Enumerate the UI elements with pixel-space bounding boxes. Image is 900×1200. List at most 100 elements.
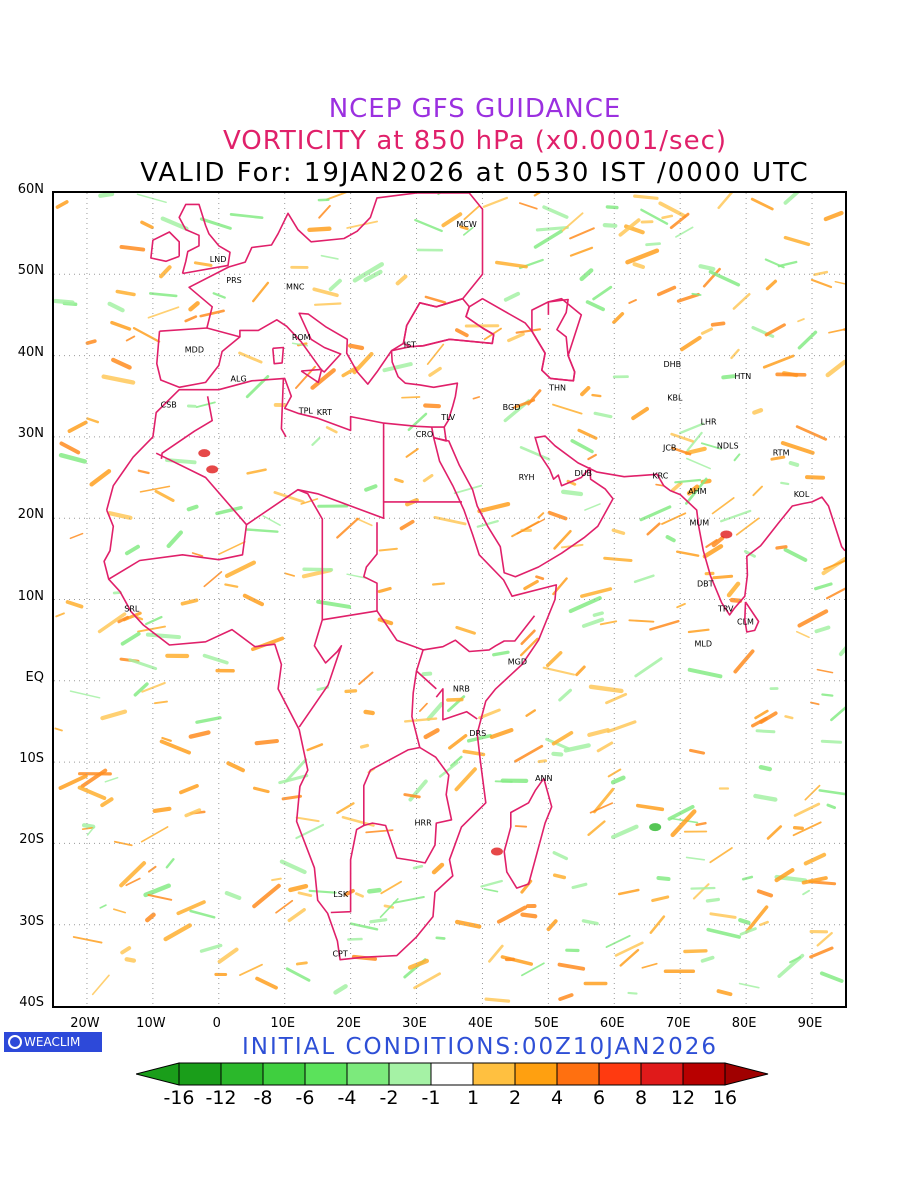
- legend-tick-label: -16: [163, 1087, 195, 1109]
- vorticity-streak: [619, 948, 640, 967]
- lon-label: 10E: [270, 1016, 296, 1031]
- vorticity-streak: [592, 787, 615, 814]
- legend-tick-label: 8: [634, 1087, 648, 1109]
- vorticity-streak: [336, 802, 355, 815]
- border-line: [297, 488, 536, 653]
- vorticity-streak: [706, 927, 742, 939]
- vorticity-streak: [72, 936, 103, 944]
- vorticity-streak: [218, 541, 246, 555]
- vorticity-streak: [85, 339, 97, 345]
- city-label: MUM: [689, 519, 709, 528]
- border-line: [156, 327, 241, 389]
- vorticity-streak: [610, 775, 626, 785]
- vorticity-streak: [568, 596, 602, 614]
- legend-tick-label: -6: [295, 1087, 315, 1109]
- vorticity-streak: [377, 586, 392, 594]
- vorticity-streak: [165, 858, 175, 869]
- vorticity-streak: [262, 515, 281, 526]
- lat-label: 10S: [19, 751, 44, 767]
- city-label: NRB: [453, 684, 470, 693]
- legend-swatch: [388, 1062, 432, 1086]
- vorticity-streak: [520, 912, 538, 919]
- vorticity-streak: [605, 934, 631, 948]
- border-line: [391, 297, 583, 382]
- vorticity-streak: [435, 936, 446, 940]
- vorticity-streak: [676, 292, 700, 303]
- vorticity-streak: [111, 357, 132, 370]
- vorticity-streak: [287, 908, 306, 923]
- vorticity-streak: [519, 446, 551, 461]
- vorticity-streak: [462, 749, 486, 757]
- vorticity-streak: [422, 474, 434, 483]
- vorticity-streak: [810, 701, 820, 706]
- vorticity-streak: [395, 274, 408, 286]
- vorticity-streak: [670, 481, 683, 493]
- vorticity-streak: [453, 484, 483, 495]
- title-line-2: VORTICITY at 850 hPa (x0.0001/sec): [222, 126, 728, 156]
- vorticity-streak: [67, 420, 88, 434]
- vorticity-streak: [369, 918, 388, 924]
- vorticity-streak: [579, 268, 594, 282]
- vorticity-streak: [513, 398, 536, 409]
- legend-tick-label: 4: [550, 1087, 564, 1109]
- lat-label: 50N: [17, 263, 44, 279]
- vorticity-streak: [712, 574, 734, 580]
- vorticity-streak: [124, 544, 140, 556]
- vorticity-streak: [295, 961, 308, 966]
- vorticity-streak: [288, 883, 309, 893]
- vorticity-streak: [199, 943, 223, 953]
- vorticity-streak: [640, 208, 669, 225]
- border-line: [300, 368, 323, 384]
- vorticity-streak: [805, 475, 826, 480]
- vorticity-streak: [516, 518, 545, 535]
- vorticity-streak: [826, 803, 836, 810]
- vorticity-streak: [438, 761, 459, 778]
- vorticity-streak: [99, 904, 107, 909]
- city-label: DUB: [575, 469, 593, 478]
- vorticity-streak: [120, 631, 141, 646]
- city-label: CPT: [332, 949, 347, 958]
- vorticity-streak: [195, 401, 216, 409]
- city-label: CRO: [416, 430, 433, 439]
- vorticity-streak: [191, 552, 204, 557]
- vorticity-streak: [821, 693, 834, 697]
- border-line: [108, 524, 248, 580]
- vorticity-streak: [251, 636, 285, 652]
- vorticity-streak: [634, 657, 663, 678]
- legend-high-arrow: [724, 1062, 769, 1086]
- lat-label: 60N: [17, 182, 44, 197]
- vorticity-streak: [139, 485, 171, 493]
- vorticity-streak: [587, 727, 610, 738]
- vorticity-streak: [349, 922, 379, 931]
- vorticity-streak: [764, 323, 786, 337]
- lat-label: 20N: [17, 507, 44, 523]
- vorticity-streak: [224, 583, 239, 588]
- vorticity-streak: [405, 447, 419, 458]
- vorticity-streak: [802, 889, 811, 896]
- vorticity-streak: [311, 437, 321, 446]
- vorticity-streak: [365, 829, 394, 834]
- legend-swatch: [514, 1062, 558, 1086]
- vorticity-streak: [542, 205, 569, 219]
- vorticity-streak: [455, 625, 476, 635]
- vorticity-streak: [454, 767, 477, 792]
- lon-label: 50E: [533, 1016, 559, 1031]
- vorticity-streak: [702, 267, 721, 288]
- city-label: AHM: [688, 487, 706, 496]
- lon-label: 60E: [599, 1016, 625, 1031]
- vorticity-streak: [140, 826, 169, 843]
- vorticity-streak: [820, 739, 843, 744]
- vorticity-streak: [483, 888, 499, 893]
- vorticity-streak: [825, 587, 845, 600]
- vorticity-streak: [404, 717, 438, 723]
- lon-label: 80E: [731, 1016, 757, 1031]
- city-label: MCW: [456, 220, 476, 229]
- vorticity-streak: [754, 709, 769, 720]
- vorticity-cell: [490, 847, 503, 856]
- vorticity-streak: [424, 295, 447, 304]
- city-label: LSK: [333, 890, 349, 899]
- map-panel: MCW LND PRS MNC ROM MDD IST ALG CSB TPL KRT TLV CRO B…: [52, 191, 847, 1008]
- legend-tick-label: -8: [253, 1087, 273, 1109]
- vorticity-streak: [352, 352, 374, 375]
- legend-swatch: [430, 1062, 474, 1086]
